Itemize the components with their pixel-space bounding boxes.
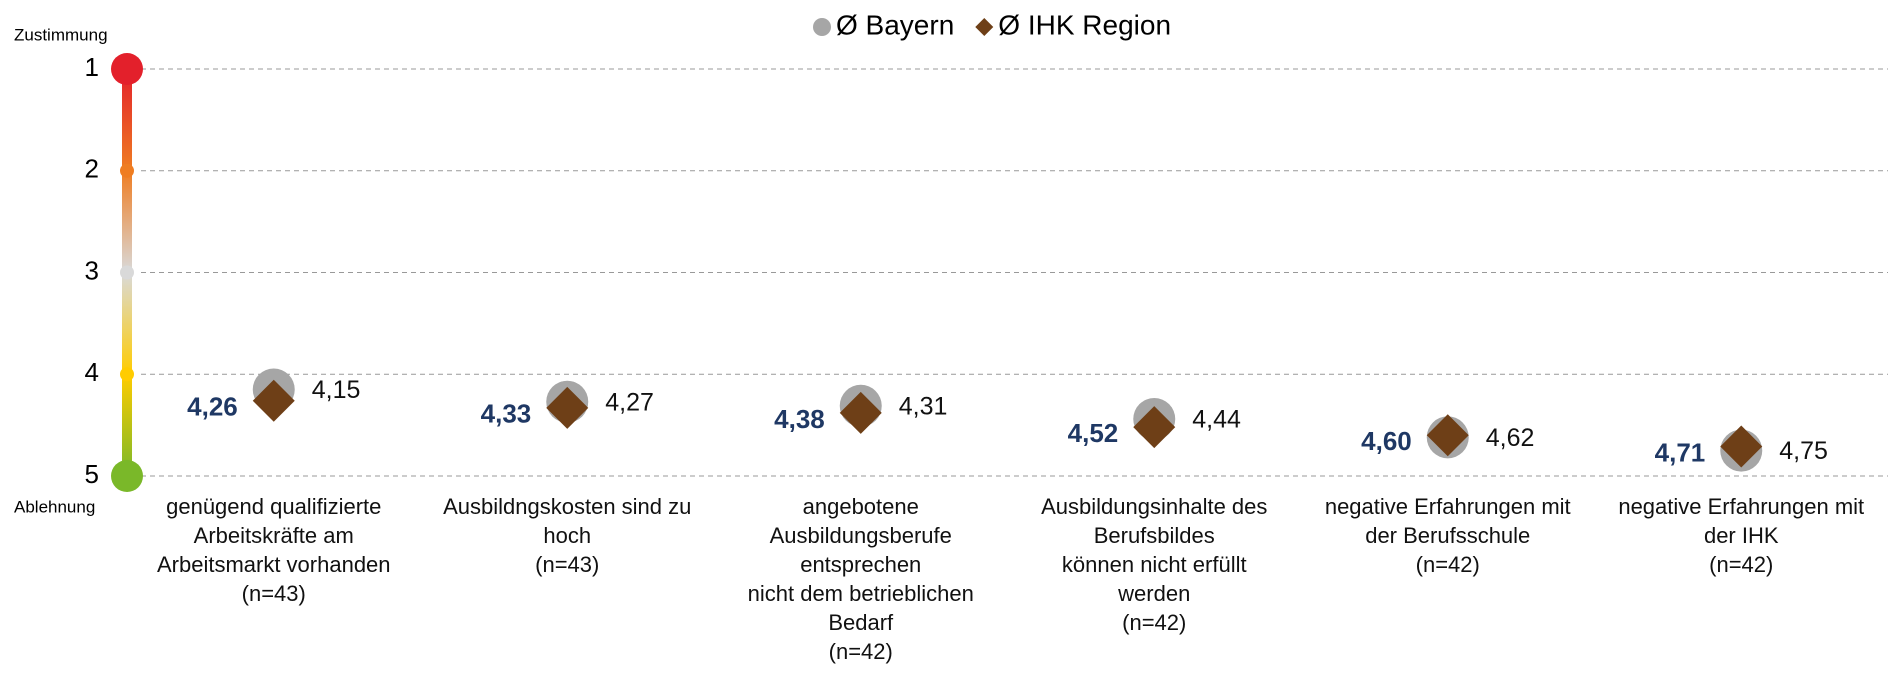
value-label: 4,38 xyxy=(774,404,825,434)
value-label: 4,15 xyxy=(312,376,361,404)
tick-dot xyxy=(120,265,134,280)
diamond xyxy=(1720,425,1763,468)
legend-marker xyxy=(975,18,994,36)
value-label: 4,44 xyxy=(1192,406,1241,434)
category-label: genügend qualifizierte Arbeitskräfte am … xyxy=(156,494,391,606)
y-tick-label: 4 xyxy=(85,357,99,387)
y-tick-label: 5 xyxy=(85,459,99,489)
value-label: 4,27 xyxy=(605,388,654,416)
y-tick-label: 3 xyxy=(85,255,99,285)
y-tick-label: 1 xyxy=(85,52,99,82)
category-label: Ausbildngskosten sind zu hoch (n=43) xyxy=(443,494,692,577)
tick-dot xyxy=(111,460,143,492)
tick-dot xyxy=(120,367,134,382)
value-label: 4,62 xyxy=(1486,424,1535,452)
value-label: 4,52 xyxy=(1068,418,1119,448)
legend-label: Ø Bayern xyxy=(836,9,954,40)
value-label: 4,31 xyxy=(899,392,948,420)
value-label: 4,26 xyxy=(187,392,238,422)
category-label: angebotene Ausbildungsberufe entsprechen… xyxy=(747,494,974,664)
y-label-bottom: Ablehnung xyxy=(14,497,95,516)
y-tick-label: 2 xyxy=(85,154,99,184)
category-label: Ausbildungsinhalte des Berufsbildes könn… xyxy=(1041,494,1268,635)
diamond xyxy=(252,379,295,422)
value-label: 4,60 xyxy=(1361,426,1412,456)
tick-dot xyxy=(120,163,134,178)
value-label: 4,33 xyxy=(481,399,532,429)
category-label: negative Erfahrungen mit der Berufsschul… xyxy=(1324,494,1571,577)
value-label: 4,71 xyxy=(1655,437,1706,467)
diamond xyxy=(1133,406,1176,449)
diamond xyxy=(546,386,589,429)
y-label-top: Zustimmung xyxy=(14,25,108,44)
diamond xyxy=(839,391,882,434)
legend-label: Ø IHK Region xyxy=(998,9,1171,40)
value-label: 4,75 xyxy=(1779,437,1828,465)
category-label: negative Erfahrungen mit der IHK (n=42) xyxy=(1618,494,1865,577)
diamond xyxy=(1426,414,1469,457)
legend-marker xyxy=(813,18,831,36)
tick-dot xyxy=(111,53,143,85)
